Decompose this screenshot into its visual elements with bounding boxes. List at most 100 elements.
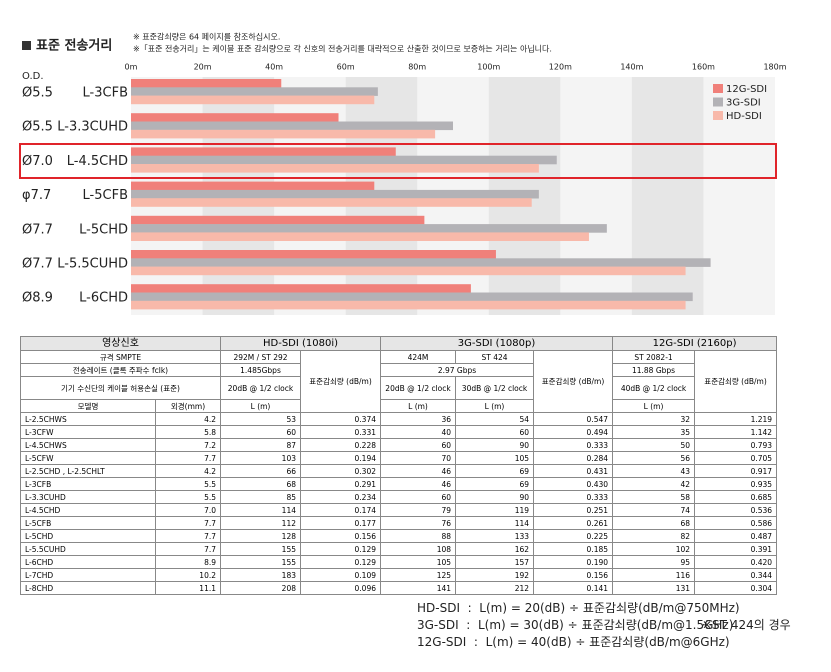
th: 424M [380, 350, 457, 364]
bar [131, 164, 539, 173]
diameter-label: Ø7.7 [22, 257, 53, 272]
legend-swatch [713, 111, 723, 120]
cell: 133 [455, 529, 535, 543]
cell: 90 [455, 490, 535, 504]
cell: 0.129 [299, 555, 382, 569]
bar [131, 95, 375, 105]
cell: 58 [612, 490, 696, 504]
th: 20dB @ 1/2 clock [220, 376, 301, 400]
cell: 40 [380, 425, 457, 439]
diameter-label: Ø5.5 [22, 120, 53, 135]
cell: 0.685 [694, 490, 778, 504]
cell: 114 [220, 503, 301, 517]
cell: 10.2 [155, 568, 221, 582]
table-row: L-3CFW 5.8 60 0.331 40 60 0.494 35 1.142 [20, 425, 778, 439]
cell: 0.261 [533, 516, 614, 530]
cell: 85 [220, 490, 301, 504]
cell: 0.793 [694, 438, 778, 452]
cell: L-2.5CHWS [20, 412, 156, 426]
spec-table: 영상신호 HD-SDI (1080i) 3G-SDI (1080p) 12G-SDI … [20, 336, 778, 595]
legend-swatch [713, 84, 723, 93]
y-tick-label: L-4.5CHD [67, 154, 128, 169]
th: 20dB @ 1/2 clock [380, 376, 457, 400]
cell: 87 [220, 438, 301, 452]
axis-label: O.D. [22, 71, 44, 82]
cell: 7.7 [155, 516, 221, 530]
bar [131, 113, 339, 122]
cell: 0.586 [694, 516, 778, 530]
th: 30dB @ 1/2 clock [455, 376, 535, 400]
y-tick-label: L-5CHD [79, 222, 128, 237]
x-tick-label: 40m [265, 63, 283, 72]
cell: 103 [220, 451, 301, 465]
cell: 0.141 [533, 581, 614, 595]
th: L (m) [380, 399, 457, 413]
x-tick-label: 180m [763, 63, 786, 72]
cell: 141 [380, 581, 457, 595]
cell: 7.0 [155, 503, 221, 517]
cell: 69 [455, 477, 535, 491]
cell: 0.174 [299, 503, 382, 517]
y-tick-label: L-5CFB [83, 188, 128, 203]
th: 규격 SMPTE [20, 350, 221, 364]
table-row: L-2.5CHD , L-2.5CHLT 4.2 66 0.302 46 69 0.431 4… [20, 464, 778, 478]
table-row: L-3CFB 5.5 68 0.291 46 69 0.430 42 0.935 [20, 477, 778, 491]
note: ※「표준 전송거리」는 케이블 표준 감쇠량으로 각 신호의 전송거리를 대략적… [133, 44, 552, 54]
cell: 4.2 [155, 412, 221, 426]
note: ※ 표준감쇠량은 64 페이지를 참조하십시오. [133, 32, 280, 42]
bar [131, 121, 453, 131]
cell: L-3CFB [20, 477, 156, 491]
table-row: L-5CHD 7.7 128 0.156 88 133 0.225 82 0.487 [20, 529, 778, 543]
cell: 4.2 [155, 464, 221, 478]
table-row: L-5.5CUHD 7.7 155 0.129 108 162 0.185 102 0.391 [20, 542, 778, 556]
cell: 0.430 [533, 477, 614, 491]
cell: 0.917 [694, 464, 778, 478]
legend-swatch [713, 97, 723, 107]
cell: 0.331 [299, 425, 382, 439]
th: 기기 수신단의 케이블 허용손실 (표준) [20, 376, 221, 400]
cell: 68 [612, 516, 696, 530]
cell: L-5.5CUHD [20, 542, 156, 556]
cell: 42 [612, 477, 696, 491]
cell: 155 [220, 542, 301, 556]
th: HD-SDI (1080i) [219, 336, 382, 351]
cell: 212 [455, 581, 535, 595]
cell: 116 [612, 568, 696, 582]
bar [131, 79, 282, 88]
cell: 7.7 [155, 451, 221, 465]
cell: L-4.5CHD [20, 503, 156, 517]
cell: 0.935 [694, 477, 778, 491]
cell: 0.302 [299, 464, 382, 478]
cell: 88 [380, 529, 457, 543]
legend-label: HD-SDI [726, 111, 762, 122]
th: 모델명 [20, 399, 156, 413]
cell: L-4.5CHWS [20, 438, 156, 452]
table-row: L-8CHD 11.1 208 0.096 141 212 0.141 131 0.304 [20, 581, 778, 595]
th: 40dB @ 1/2 clock [612, 376, 696, 400]
cell: 0.333 [533, 438, 614, 452]
cell: 36 [380, 412, 457, 426]
cell: 0.547 [533, 412, 614, 426]
cell: 128 [220, 529, 301, 543]
x-tick-label: 160m [692, 63, 715, 72]
cell: 8.9 [155, 555, 221, 569]
diameter-label: Ø7.0 [22, 154, 53, 169]
x-tick-label: 140m [620, 63, 643, 72]
bar [131, 300, 686, 310]
table-row: L-2.5CHWS 4.2 53 0.374 36 54 0.547 32 1.219 [20, 412, 778, 426]
cell: 79 [380, 503, 457, 517]
th: 전송레이트 (클록 주파수 fclk) [20, 363, 221, 377]
cell: L-5CFW [20, 451, 156, 465]
cell: 112 [220, 516, 301, 530]
bar [131, 232, 589, 241]
cell: 0.344 [694, 568, 778, 582]
y-tick-label: L-3CFB [83, 86, 128, 101]
cell: 105 [380, 555, 457, 569]
title-icon [22, 41, 31, 50]
diameter-label: φ7.7 [22, 188, 51, 203]
bar [131, 129, 436, 139]
cell: 0.536 [694, 503, 778, 517]
th: 표준감쇠량 (dB/m) [533, 350, 614, 413]
cell: L-8CHD [20, 581, 156, 595]
cell: 54 [455, 412, 535, 426]
